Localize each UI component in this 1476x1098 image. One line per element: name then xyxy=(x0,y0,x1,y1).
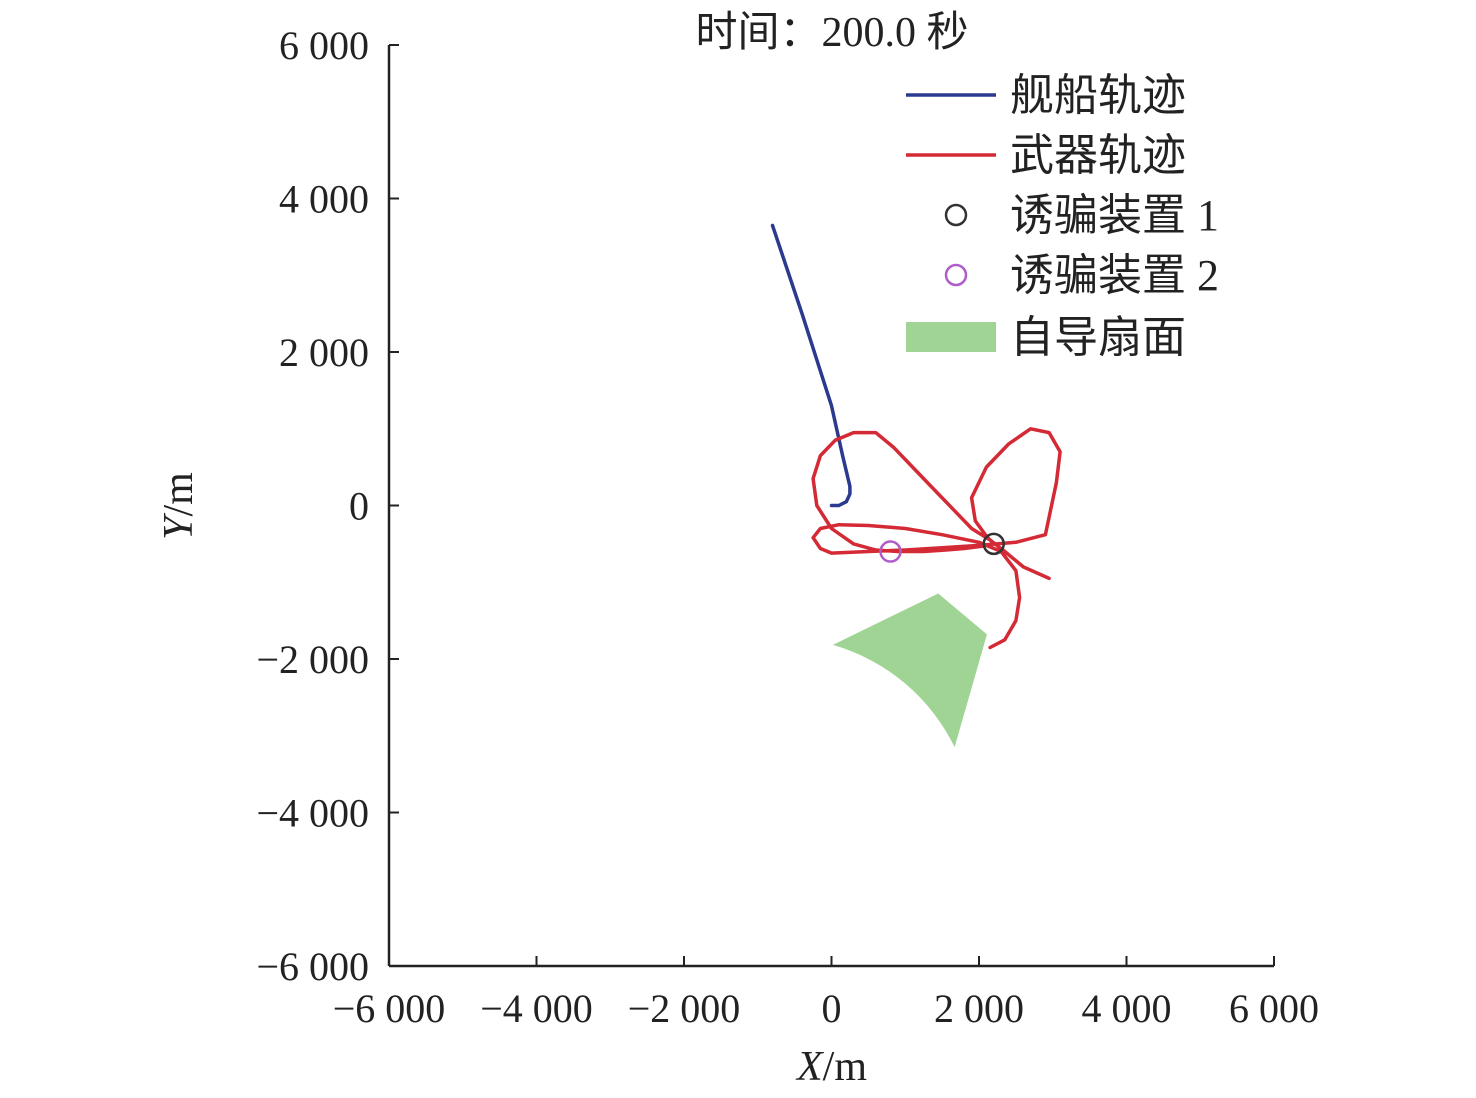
x-axis-unit: /m xyxy=(823,1044,868,1090)
sector-homing xyxy=(832,593,987,748)
y-tick-label-5: 4 000 xyxy=(279,177,369,222)
y-axis-unit: /m xyxy=(156,472,202,517)
x-tick-label-3: 0 xyxy=(822,986,842,1031)
scatter-point-3-0 xyxy=(879,540,902,563)
series-line-1 xyxy=(811,427,1062,650)
series-layer xyxy=(770,223,1062,748)
legend-swatch-3 xyxy=(944,263,968,287)
series-line-0 xyxy=(770,223,852,508)
plot-area: −6 000 −4 000 −2 000 0 2 000 4 000 6 000 −6 000… xyxy=(256,23,1319,1031)
legend-label-0: 舰船轨迹 xyxy=(1010,71,1186,120)
legend-label-3: 诱骗装置 2 xyxy=(1010,251,1219,300)
y-tick-label-1: −4 000 xyxy=(256,791,369,836)
x-axis-var: X xyxy=(795,1044,825,1090)
x-tick-label-0: −6 000 xyxy=(333,986,446,1031)
legend-label-2: 诱骗装置 1 xyxy=(1010,191,1219,240)
x-tick-label-2: −2 000 xyxy=(628,986,741,1031)
x-tick-label-4: 2 000 xyxy=(934,986,1024,1031)
legend-label-1: 武器轨迹 xyxy=(1010,131,1186,180)
legend-label-4: 自导扇面 xyxy=(1010,313,1186,362)
x-tick-label-6: 6 000 xyxy=(1229,986,1319,1031)
x-axis-title: X/m xyxy=(795,1044,867,1090)
y-tick-label-6: 6 000 xyxy=(279,23,369,68)
scatter-point-2-0 xyxy=(982,532,1005,556)
chart-title: 时间：200.0 秒 xyxy=(695,10,968,56)
x-tick-label-5: 4 000 xyxy=(1082,986,1172,1031)
y-tick-label-3: 0 xyxy=(349,484,369,529)
y-axis-var: Y xyxy=(156,512,202,540)
legend-swatch-4 xyxy=(906,322,996,352)
y-tick-label-0: −6 000 xyxy=(256,944,369,989)
ticks-layer: −6 000 −4 000 −2 000 0 2 000 4 000 6 000 −6 000… xyxy=(256,23,1319,1031)
x-tick-label-1: −4 000 xyxy=(480,986,593,1031)
legend-swatch-2 xyxy=(944,203,968,227)
y-tick-label-2: −2 000 xyxy=(256,637,369,682)
y-tick-label-4: 2 000 xyxy=(279,330,369,375)
y-axis-title: Y/m xyxy=(156,472,202,540)
